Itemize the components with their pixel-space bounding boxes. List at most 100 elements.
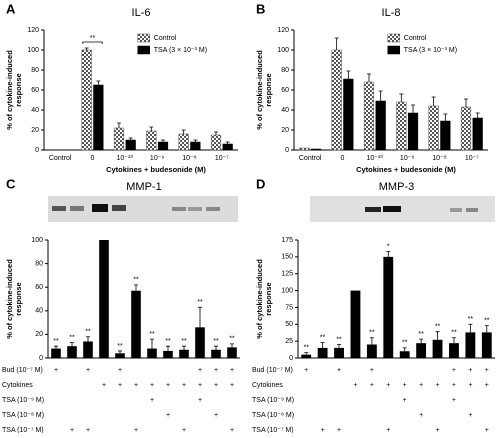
row-mark: + xyxy=(230,367,234,374)
x-tick-label: Control xyxy=(49,155,72,162)
y-tick-label: 125 xyxy=(281,271,293,278)
row-mark: + xyxy=(166,412,170,419)
y-tick-label: 100 xyxy=(31,237,43,244)
chart-title: IL-8 xyxy=(382,7,401,19)
error-bar xyxy=(193,139,198,142)
error-bar xyxy=(399,93,404,102)
y-tick-label: 50 xyxy=(285,321,293,328)
error-bar xyxy=(84,47,89,50)
x-tick-label: 10⁻⁹ xyxy=(400,155,414,162)
error-bar xyxy=(213,131,218,135)
row-label: TSA (10⁻⁷ M) xyxy=(252,427,294,433)
chart-title: MMP-1 xyxy=(126,181,161,193)
significance-label: ** xyxy=(53,338,59,345)
panel-label: C xyxy=(6,176,16,191)
x-tick-label: 10⁻⁷ xyxy=(465,155,479,162)
y-axis-label: % of cytokine-induced xyxy=(255,50,264,130)
row-mark: + xyxy=(182,382,186,389)
error-bar xyxy=(366,73,371,82)
panel-label: B xyxy=(256,1,265,16)
row-mark: + xyxy=(452,397,456,404)
error-bar xyxy=(70,342,74,347)
y-axis-label: response xyxy=(14,73,23,106)
bar xyxy=(81,49,92,151)
row-mark: + xyxy=(134,427,138,433)
bar xyxy=(163,350,173,358)
x-tick-label: 10⁻⁸ xyxy=(432,155,446,162)
error-bar xyxy=(304,352,309,355)
blot-c xyxy=(48,196,238,222)
y-tick-label: 120 xyxy=(27,27,39,34)
y-tick-label: 100 xyxy=(281,287,293,294)
bar xyxy=(366,344,377,358)
bar xyxy=(131,290,141,358)
error-bar xyxy=(475,112,480,118)
x-tick-label: 10⁻¹⁰ xyxy=(117,154,134,162)
bar xyxy=(190,141,201,151)
bar xyxy=(227,347,237,358)
significance-label: ** xyxy=(336,336,342,343)
bar xyxy=(310,148,322,151)
y-tick-label: 25 xyxy=(285,338,293,345)
significance-label: ** xyxy=(229,336,235,343)
row-mark: + xyxy=(198,367,202,374)
row-mark: + xyxy=(70,427,74,433)
error-bar xyxy=(181,129,186,134)
bar xyxy=(375,100,386,151)
bar xyxy=(179,349,189,358)
row-mark: + xyxy=(214,367,218,374)
bar xyxy=(211,349,221,358)
bar xyxy=(416,343,427,358)
row-mark: + xyxy=(86,367,90,374)
bar xyxy=(113,127,125,151)
error-bar xyxy=(86,336,90,342)
legend-label: Control xyxy=(154,35,177,42)
significance-label: ** xyxy=(85,329,91,336)
row-mark: + xyxy=(230,427,234,433)
significance-label: ** xyxy=(451,330,457,337)
bar xyxy=(147,348,157,358)
y-axis-label: % of cytokine-induced xyxy=(255,259,264,339)
legend-swatch xyxy=(137,33,151,43)
significance-label: * xyxy=(387,243,390,250)
bar xyxy=(449,343,459,358)
y-tick-label: 40 xyxy=(31,107,39,114)
bar xyxy=(115,353,125,358)
row-mark: + xyxy=(485,367,489,374)
blot-d xyxy=(310,196,495,222)
error-bar xyxy=(451,337,456,344)
x-tick-label: 10⁻⁷ xyxy=(215,155,229,162)
row-label: Bud (10⁻⁷ M) xyxy=(252,367,293,374)
error-bar xyxy=(150,338,154,349)
significance-label: ** xyxy=(90,35,96,42)
row-mark: + xyxy=(150,397,154,404)
error-bar xyxy=(369,337,374,345)
y-axis-label: % of cytokine-induced xyxy=(5,259,14,339)
y-tick-label: 0 xyxy=(289,355,293,362)
bar xyxy=(99,240,109,358)
significance-label: ** xyxy=(149,331,155,338)
row-label: TSA (10⁻⁷ M) xyxy=(2,427,44,433)
row-label: TSA (10⁻⁸ M) xyxy=(252,412,294,419)
bar xyxy=(460,106,472,151)
bar xyxy=(407,112,419,151)
x-tick-label: 0 xyxy=(341,155,345,162)
error-bar xyxy=(230,343,234,348)
error-bar xyxy=(134,284,138,291)
significance-label: ** xyxy=(181,338,187,345)
error-bar xyxy=(198,306,202,328)
y-axis-label: response xyxy=(264,73,273,106)
error-bar xyxy=(54,345,58,349)
x-tick-label: 0 xyxy=(91,155,95,162)
bar xyxy=(465,332,476,358)
legend-label: TSA (3 × 10⁻³ M) xyxy=(154,47,207,54)
error-bar xyxy=(96,80,101,85)
y-tick-label: 20 xyxy=(35,331,43,338)
error-bar xyxy=(419,338,424,344)
significance-label: ** xyxy=(402,340,408,347)
row-mark: + xyxy=(435,427,439,433)
error-bar xyxy=(118,350,122,354)
row-mark: + xyxy=(150,382,154,389)
y-tick-label: 100 xyxy=(277,47,289,54)
row-mark: + xyxy=(304,367,308,374)
